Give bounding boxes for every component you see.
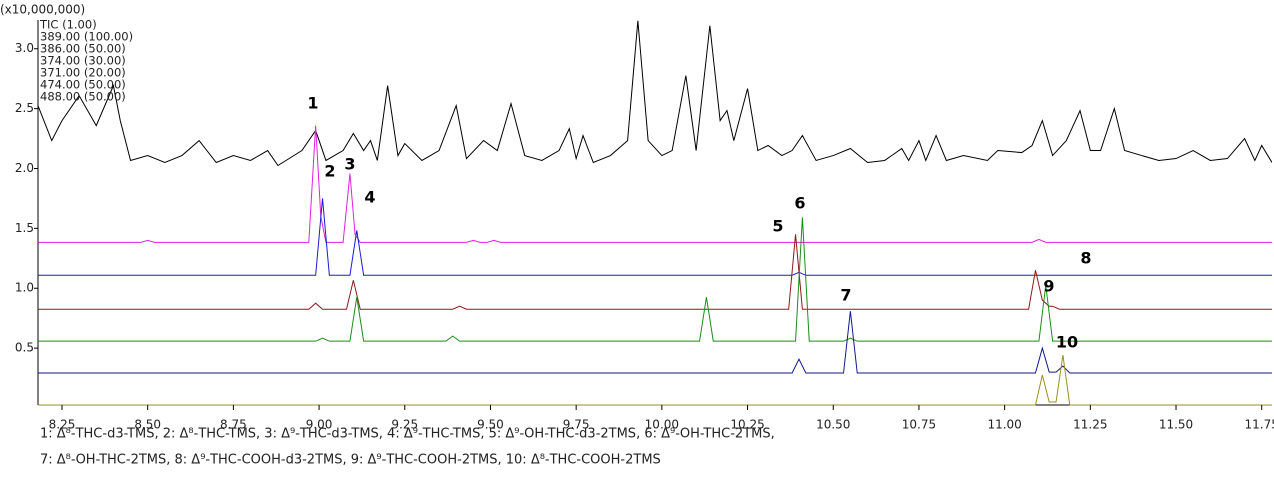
x-tick-label: 11.25: [1073, 418, 1107, 432]
x-tick-label: 8.75: [220, 418, 247, 432]
y-tick-label: 1.5: [15, 221, 34, 235]
peak-label: 9: [1043, 277, 1054, 296]
legend-entry: 371.00 (20.00): [40, 66, 126, 80]
legend-entry: 374.00 (30.00): [40, 54, 126, 68]
legend-entry: 488.00 (50.00): [40, 90, 126, 104]
y-tick-label: 1.0: [15, 281, 34, 295]
peak-label: 8: [1080, 249, 1091, 268]
traces: [38, 20, 1272, 406]
trace: [38, 354, 1272, 406]
legend-entry: 474.00 (50.00): [40, 78, 126, 92]
x-tick-label: 9.00: [306, 418, 333, 432]
x-tick-label: 10.25: [730, 418, 764, 432]
trace: [38, 234, 1272, 310]
caption-line: 1: Δ⁸-THC-d3-TMS, 2: Δ⁸-THC-TMS, 3: Δ⁹-T…: [40, 427, 775, 442]
y-tick-label: 2.0: [15, 161, 34, 175]
x-tick-label: 9.25: [391, 418, 418, 432]
y-tick-label: 3.0: [15, 41, 34, 55]
x-tick-label: 10.00: [645, 418, 679, 432]
trace: [38, 217, 1272, 342]
y-tick-label: 2.5: [15, 101, 34, 115]
legend-entry: TIC (1.00): [39, 18, 97, 32]
peak-label: 7: [840, 286, 851, 305]
x-tick-label: 9.75: [563, 418, 590, 432]
x-tick-label: 10.50: [816, 418, 850, 432]
legend-entry: 389.00 (100.00): [40, 30, 133, 44]
peak-label: 10: [1056, 333, 1078, 352]
x-tick-label: 8.50: [134, 418, 161, 432]
peak-label: 3: [344, 155, 355, 174]
peak-label: 5: [772, 217, 783, 236]
y-tick-label: 0.5: [15, 341, 34, 355]
trace: [38, 20, 1272, 167]
x-tick-label: 11.75: [1245, 418, 1274, 432]
peak-label: 1: [307, 94, 318, 113]
caption-line: 7: Δ⁸-OH-THC-2TMS, 8: Δ⁹-THC-COOH-d3-2TM…: [40, 453, 661, 468]
peak-label: 4: [364, 188, 375, 207]
y-multiplier: (x10,000,000): [0, 3, 85, 17]
x-tick-label: 11.00: [987, 418, 1021, 432]
legend-entry: 386.00 (50.00): [40, 42, 126, 56]
x-tick-label: 10.75: [902, 418, 936, 432]
x-tick-label: 9.50: [477, 418, 504, 432]
trace: [38, 311, 1272, 374]
x-tick-label: 8.25: [49, 418, 76, 432]
trace: [38, 198, 1272, 276]
trace: [38, 125, 1272, 243]
peak-label: 2: [324, 162, 335, 181]
peak-label: 6: [794, 194, 805, 213]
x-tick-label: 11.50: [1159, 418, 1193, 432]
